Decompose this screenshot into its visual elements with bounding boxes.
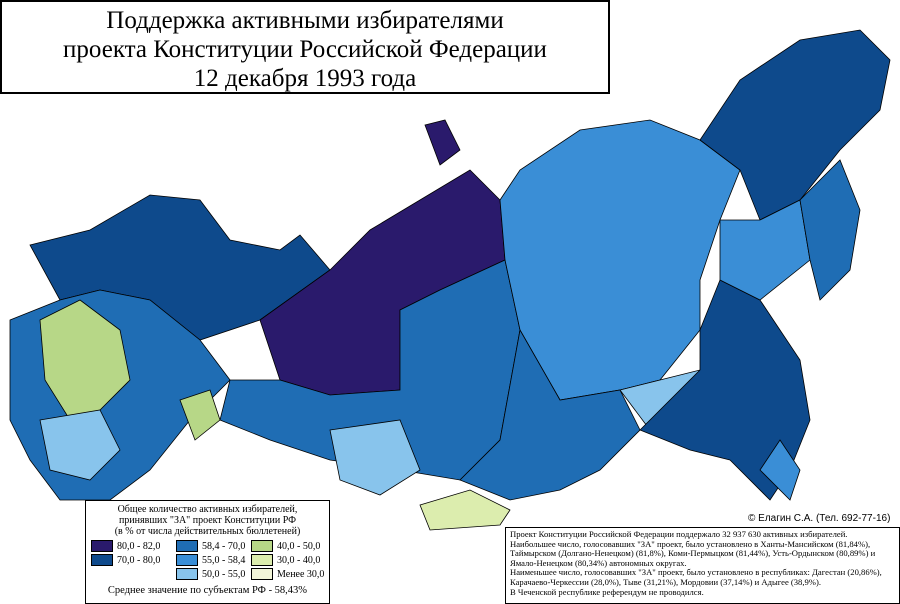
legend-label: 30,0 - 40,0 — [277, 554, 321, 566]
legend-label: 58,4 - 70,0 — [202, 540, 246, 552]
legend-item: 50,0 - 55,0 — [176, 568, 245, 580]
legend-swatch — [176, 554, 198, 566]
region — [759, 439, 801, 501]
region — [419, 489, 511, 531]
legend-swatch — [251, 554, 273, 566]
title-line: Поддержка активными избирателями — [106, 7, 504, 34]
legend-item: 40,0 - 50,0 — [251, 540, 320, 552]
legend-item: 80,0 - 82,0 — [91, 540, 160, 552]
legend-title: Общее количество активных избирателей, пр… — [86, 504, 329, 537]
legend-label: 80,0 - 82,0 — [117, 540, 161, 552]
legend-label: 70,0 - 80,0 — [117, 554, 161, 566]
legend-label: 55,0 - 58,4 — [202, 554, 246, 566]
region — [639, 279, 811, 501]
copyright: © Елагин С.А. (Тел. 692-77-16) — [748, 513, 891, 524]
title-line: 12 декабря 1993 года — [193, 65, 417, 92]
legend-swatch — [91, 554, 113, 566]
legend-title-line: Общее количество активных избирателей, — [117, 504, 298, 515]
region — [459, 328, 641, 501]
legend-items: 80,0 - 82,0 70,0 - 80,0 58,4 - 70,0 55,0 - … — [86, 540, 329, 584]
note-line: Наибольшее число, голосовавших "ЗА" прое… — [510, 538, 871, 549]
legend: Общее количество активных избирателей, пр… — [85, 500, 330, 604]
legend-item: Менее 30,0 — [251, 568, 324, 580]
region — [39, 299, 131, 421]
legend-swatch — [176, 540, 198, 552]
legend-swatch — [251, 540, 273, 552]
region — [799, 159, 861, 301]
note-line: Карачаево-Черкессии (28,0%), Тыве (31,21… — [510, 576, 821, 587]
legend-label: 40,0 - 50,0 — [277, 540, 321, 552]
legend-title-line: (в % от числа действительных бюллетеней) — [114, 526, 301, 537]
title-box: Поддержка активными избирателями проекта … — [0, 0, 610, 94]
note-line: Проект Конституции Российской Федерации … — [510, 529, 848, 539]
legend-swatch — [176, 568, 198, 580]
note-line: В Чеченской республике референдум не про… — [510, 586, 704, 597]
legend-item: 70,0 - 80,0 — [91, 554, 160, 566]
notes: Проект Конституции Российской Федерации … — [505, 527, 900, 604]
legend-item: 55,0 - 58,4 — [176, 554, 245, 566]
region — [424, 119, 461, 166]
legend-swatch — [91, 540, 113, 552]
region — [39, 409, 121, 481]
note-line: Таймырском (Долгано-Ненецком) (81,8%), К… — [510, 548, 876, 559]
legend-label: Менее 30,0 — [277, 568, 325, 580]
average: Среднее значение по субъектам РФ - 58,43… — [107, 585, 308, 596]
legend-label: 50,0 - 55,0 — [202, 568, 246, 580]
legend-swatch — [251, 568, 273, 580]
region — [329, 419, 421, 496]
note-line: Наименьшее число, голосовавших "ЗА" прое… — [510, 567, 882, 578]
note-line: Ямало-Ненецком (80,34%) автономных округ… — [510, 557, 687, 568]
legend-title-line: принявших "ЗА" проект Конституции РФ — [118, 515, 297, 526]
legend-item: 30,0 - 40,0 — [251, 554, 320, 566]
region — [699, 29, 891, 221]
legend-item: 58,4 - 70,0 — [176, 540, 245, 552]
title-line: проекта Конституции Российской Федерации — [63, 36, 547, 63]
